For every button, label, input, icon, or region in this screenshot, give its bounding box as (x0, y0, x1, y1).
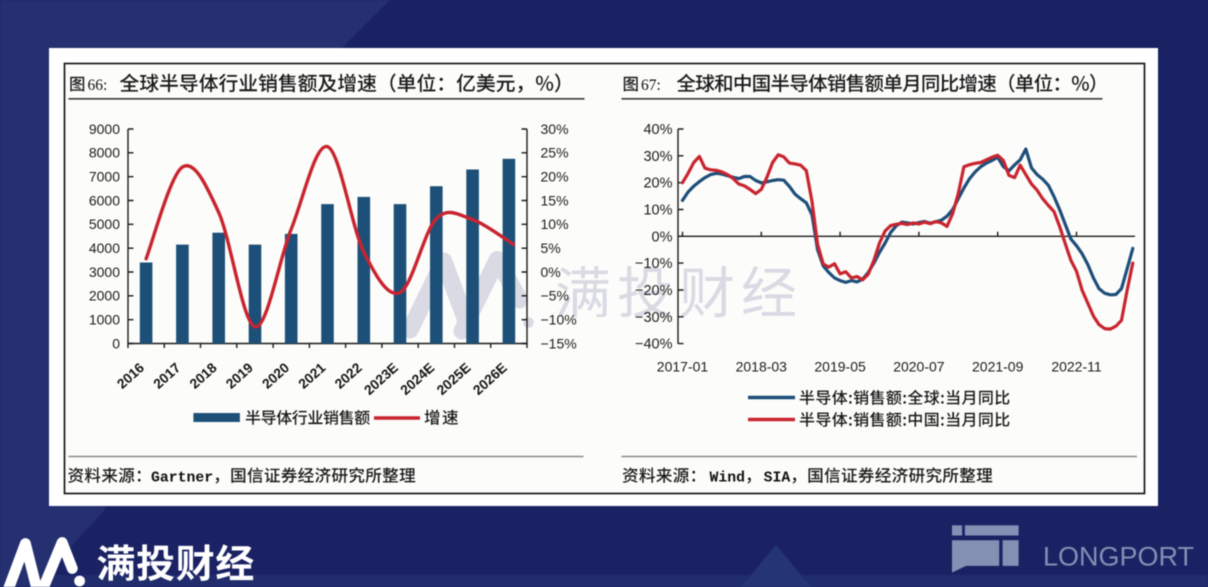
svg-text:10%: 10% (541, 216, 569, 232)
svg-text:2018-03: 2018-03 (736, 359, 788, 375)
svg-text:5000: 5000 (89, 216, 120, 232)
svg-text:7000: 7000 (89, 169, 120, 185)
svg-text:20%: 20% (541, 169, 569, 185)
svg-text:25%: 25% (541, 145, 569, 161)
svg-text:−15%: −15% (541, 335, 577, 351)
svg-text:67:: 67: (641, 77, 661, 94)
svg-text:4000: 4000 (89, 240, 120, 256)
svg-text:2000: 2000 (89, 288, 120, 304)
svg-text:−5%: −5% (541, 288, 569, 304)
svg-text:−10%: −10% (541, 312, 577, 328)
svg-text:9000: 9000 (89, 121, 120, 137)
svg-text:2022-11: 2022-11 (1051, 359, 1102, 375)
svg-text:−30%: −30% (635, 310, 673, 326)
svg-text:3000: 3000 (89, 264, 120, 280)
svg-text:0: 0 (112, 335, 120, 351)
svg-text:5%: 5% (541, 240, 561, 256)
svg-text:−20%: −20% (635, 283, 673, 299)
svg-text:1000: 1000 (89, 312, 120, 328)
svg-text:2021-09: 2021-09 (972, 359, 1024, 375)
svg-text:30%: 30% (643, 149, 672, 165)
svg-text:20%: 20% (643, 176, 672, 192)
svg-text:2017-01: 2017-01 (657, 359, 709, 375)
svg-text:6000: 6000 (89, 192, 120, 208)
svg-text:Wind: Wind (710, 471, 746, 487)
svg-text:10%: 10% (643, 203, 672, 219)
svg-text:−10%: −10% (635, 256, 673, 272)
svg-text:−40%: −40% (635, 337, 673, 353)
svg-text:15%: 15% (541, 192, 569, 208)
svg-text:0%: 0% (541, 264, 561, 280)
svg-text:2020-07: 2020-07 (893, 359, 945, 375)
svg-text:8000: 8000 (89, 145, 120, 161)
svg-text:30%: 30% (541, 121, 569, 137)
svg-text:Gartner: Gartner (151, 471, 213, 487)
svg-text:0%: 0% (652, 229, 673, 245)
svg-text:LONGPORT: LONGPORT (1043, 542, 1194, 572)
svg-text:66:: 66: (88, 77, 108, 94)
svg-text:SIA: SIA (764, 471, 791, 487)
svg-text:2019-05: 2019-05 (814, 359, 866, 375)
svg-text:40%: 40% (643, 122, 672, 138)
